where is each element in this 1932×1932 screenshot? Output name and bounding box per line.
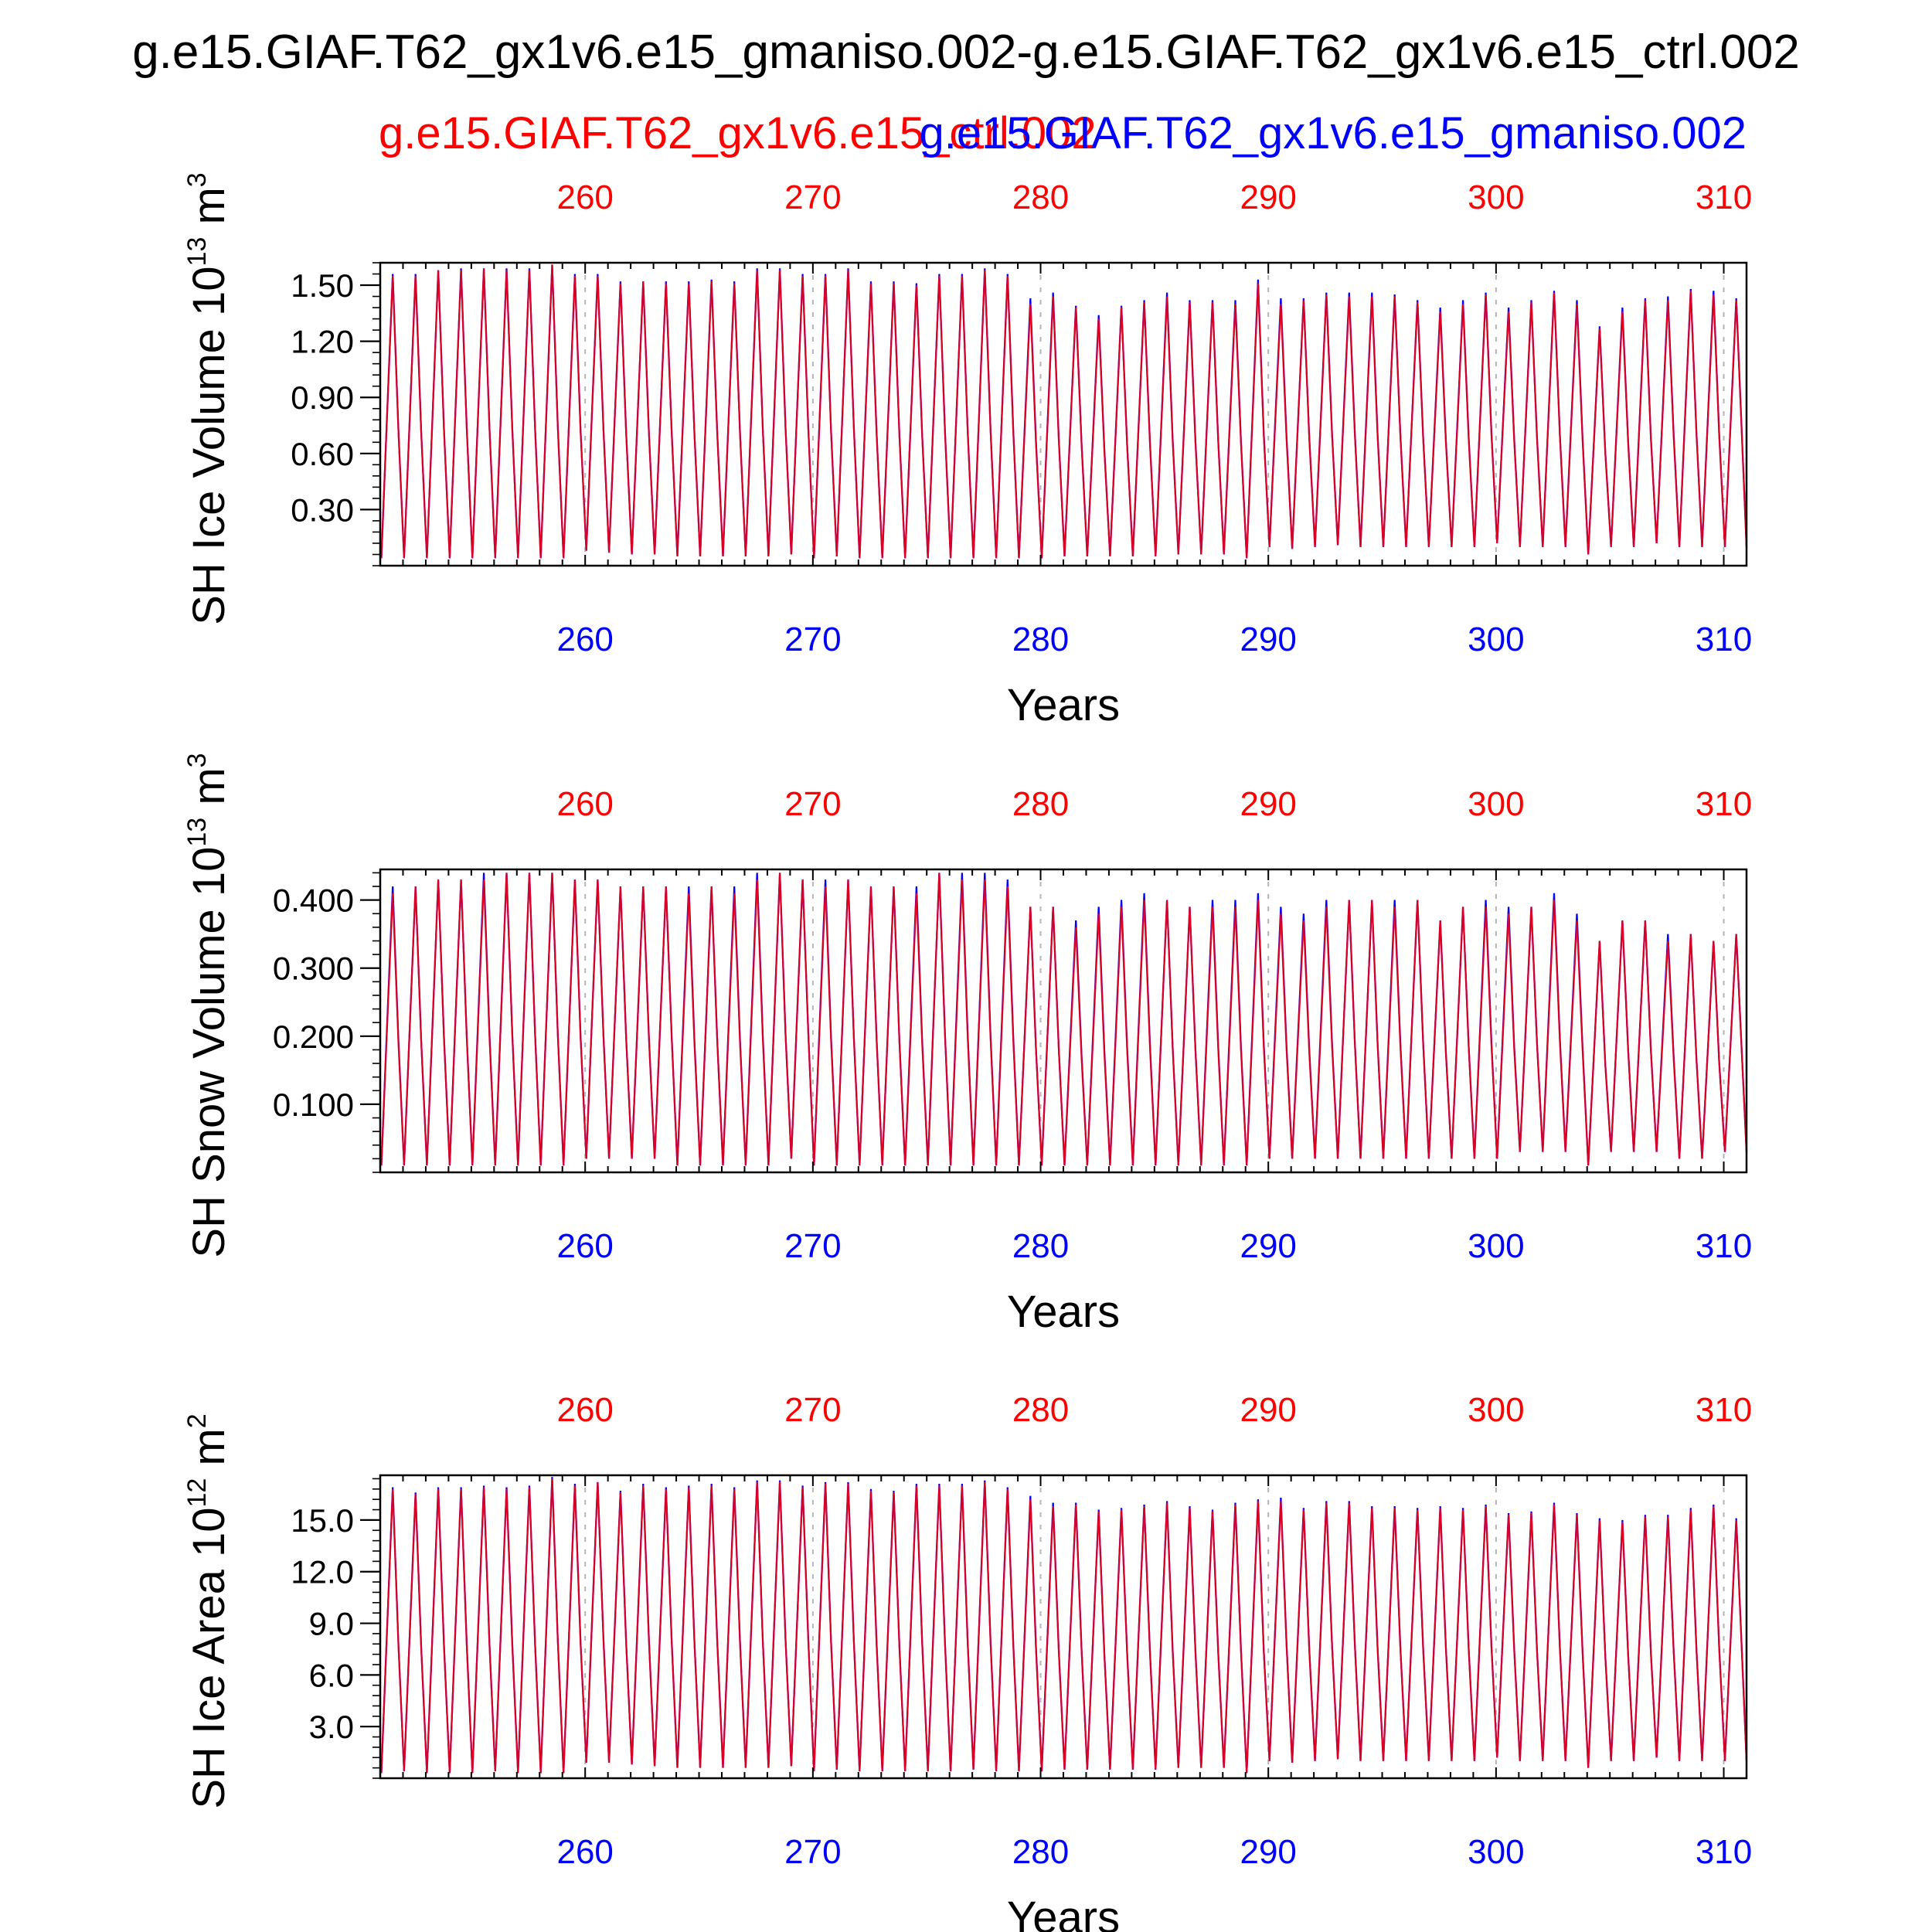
x-tick-label-top: 290	[1240, 785, 1296, 823]
y-tick-label: 15.0	[291, 1502, 354, 1539]
x-tick-label-bottom: 290	[1240, 621, 1296, 658]
x-axis-title: Years	[1007, 1893, 1120, 1932]
y-tick-label: 6.0	[309, 1657, 354, 1693]
x-tick-label-top: 260	[556, 1391, 613, 1429]
x-tick-label-bottom: 300	[1468, 621, 1524, 658]
x-tick-label-top: 310	[1696, 1391, 1752, 1429]
legend-ctrl-label: g.e15.GIAF.T62_gx1v6.e15_ctrl.002	[379, 108, 1097, 158]
x-tick-label-bottom: 300	[1468, 1833, 1524, 1871]
y-axis-title: SH Snow Volume 1013 m3	[182, 753, 234, 1257]
x-tick-label-bottom: 280	[1012, 621, 1069, 658]
y-tick-label: 0.200	[273, 1019, 354, 1055]
x-tick-label-bottom: 260	[556, 1833, 613, 1871]
x-tick-label-bottom: 280	[1012, 1833, 1069, 1871]
x-axis-title: Years	[1007, 1287, 1120, 1337]
y-tick-label: 9.0	[309, 1606, 354, 1642]
x-tick-label-top: 300	[1468, 1391, 1524, 1429]
x-tick-label-top: 290	[1240, 179, 1296, 216]
x-tick-label-bottom: 290	[1240, 1227, 1296, 1265]
y-tick-label: 1.20	[291, 324, 354, 360]
x-tick-label-bottom: 280	[1012, 1227, 1069, 1265]
x-axis-title: Years	[1007, 680, 1120, 730]
y-axis-title: SH Ice Area 1012 m2	[182, 1413, 234, 1808]
x-tick-label-bottom: 310	[1696, 1833, 1752, 1871]
series-line-ctrl	[380, 264, 1748, 559]
ice-volume-panel: 0.30 0.60 0.90 1.20 1.50 260 260 270 270 280 280 29…	[182, 172, 1752, 730]
x-tick-label-top: 280	[1012, 785, 1069, 823]
x-tick-label-bottom: 270	[784, 1227, 841, 1265]
series-line-ctrl	[380, 1478, 1748, 1774]
snow-volume-panel: 0.100 0.200 0.300 0.400 260 260 270 270 280 280 29…	[182, 753, 1752, 1337]
y-tick-label: 1.50	[291, 267, 354, 304]
y-tick-label: 0.60	[291, 436, 354, 472]
x-tick-label-top: 270	[784, 785, 841, 823]
x-tick-label-top: 270	[784, 179, 841, 216]
y-tick-label: 0.400	[273, 883, 354, 919]
series-line-ctrl	[380, 872, 1748, 1166]
x-tick-label-bottom: 270	[784, 621, 841, 658]
x-tick-label-top: 280	[1012, 179, 1069, 216]
y-tick-label: 12.0	[291, 1554, 354, 1590]
x-tick-label-bottom: 260	[556, 621, 613, 658]
y-tick-label: 3.0	[309, 1709, 354, 1745]
x-tick-label-top: 270	[784, 1391, 841, 1429]
x-tick-label-bottom: 310	[1696, 621, 1752, 658]
ice-area-panel: 3.0 6.0 9.0 12.0 15.0 260 260 270 270 280 280 290 29…	[182, 1391, 1752, 1932]
x-tick-label-top: 290	[1240, 1391, 1296, 1429]
x-tick-label-top: 300	[1468, 179, 1524, 216]
x-tick-label-top: 300	[1468, 785, 1524, 823]
y-tick-label: 0.30	[291, 492, 354, 528]
x-tick-label-top: 260	[556, 179, 613, 216]
x-tick-label-top: 310	[1696, 179, 1752, 216]
x-tick-label-bottom: 310	[1696, 1227, 1752, 1265]
x-tick-label-bottom: 290	[1240, 1833, 1296, 1871]
x-tick-label-top: 260	[556, 785, 613, 823]
legend-gmaniso-label: g.e15.GIAF.T62_gx1v6.e15_gmaniso.002	[919, 108, 1747, 158]
x-tick-label-top: 280	[1012, 1391, 1069, 1429]
main-title: g.e15.GIAF.T62_gx1v6.e15_gmaniso.002-g.e…	[132, 26, 1800, 79]
x-tick-label-bottom: 270	[784, 1833, 841, 1871]
y-tick-label: 0.300	[273, 951, 354, 987]
y-tick-label: 0.100	[273, 1087, 354, 1123]
y-tick-label: 0.90	[291, 379, 354, 416]
y-axis-title: SH Ice Volume 1013 m3	[182, 172, 234, 624]
x-tick-label-bottom: 260	[556, 1227, 613, 1265]
x-tick-label-bottom: 300	[1468, 1227, 1524, 1265]
x-tick-label-top: 310	[1696, 785, 1752, 823]
